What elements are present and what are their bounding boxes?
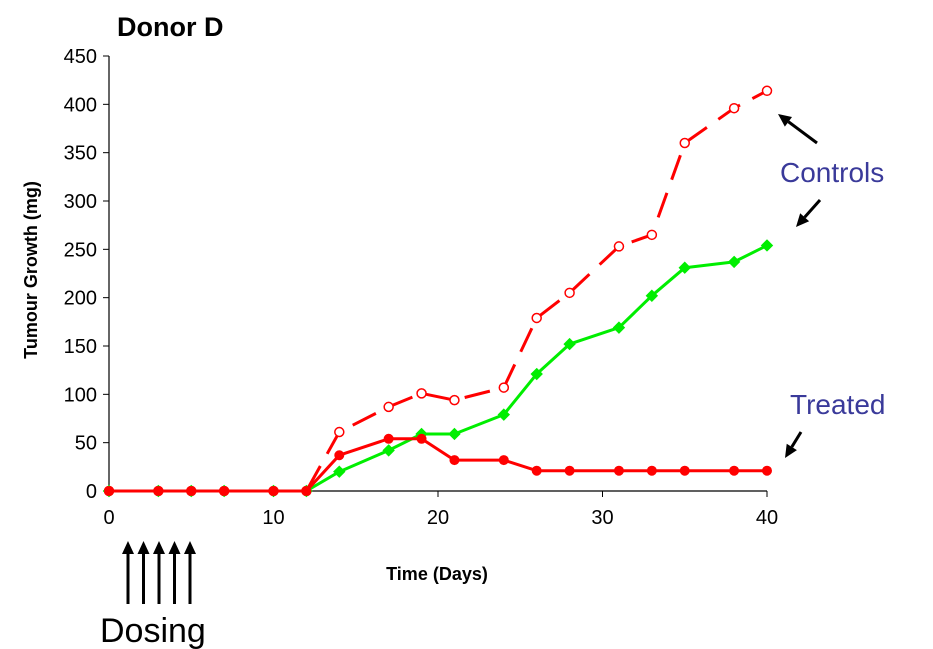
series-2-point xyxy=(448,427,461,441)
series-2-point xyxy=(645,289,659,302)
series-3-point xyxy=(679,465,690,476)
series-2-point xyxy=(563,337,576,351)
y-tick-label: 350 xyxy=(64,143,97,165)
dosing-arrow-head xyxy=(184,541,196,554)
series-2-line xyxy=(109,244,768,493)
series-1-point xyxy=(761,85,773,97)
series-2-point xyxy=(382,444,395,457)
series-1-point xyxy=(383,401,394,413)
dosing-arrow xyxy=(153,541,165,604)
dosing-arrow-head xyxy=(168,541,181,554)
series-2-point xyxy=(497,408,511,421)
controls-lower-arrow-shaft xyxy=(803,199,822,219)
series-2-point xyxy=(612,321,626,334)
series-3-point xyxy=(613,465,624,476)
treated-arrow-head xyxy=(785,443,797,458)
y-tick-label: 450 xyxy=(64,46,97,68)
series-3-point xyxy=(564,465,575,476)
series-2-point xyxy=(727,255,741,269)
x-tick-label: 40 xyxy=(756,507,778,529)
y-tick-label: 0 xyxy=(86,481,97,503)
x-tick-label: 30 xyxy=(591,507,613,529)
series-2-point xyxy=(333,465,346,478)
y-tick-label: 200 xyxy=(64,288,97,310)
y-tick-label: 250 xyxy=(64,239,97,261)
series-1-point xyxy=(564,287,575,299)
series-2-point xyxy=(760,239,774,252)
series-3-point xyxy=(646,465,657,476)
series-3-point xyxy=(219,486,230,496)
series-2-point xyxy=(678,261,691,274)
series-1-point xyxy=(449,394,460,406)
series-3-point xyxy=(531,465,542,476)
series-3-point xyxy=(153,486,164,496)
series-2-point xyxy=(530,367,543,381)
controls-annotation: Controls xyxy=(780,157,884,188)
series-3-point xyxy=(383,433,394,444)
series-3-point xyxy=(729,465,740,476)
series-3-point xyxy=(334,450,345,461)
dosing-arrow xyxy=(168,541,181,604)
series-3-point xyxy=(104,486,114,496)
x-tick-label: 20 xyxy=(427,507,449,529)
x-axis-label: Time (Days) xyxy=(386,564,488,584)
y-tick-label: 50 xyxy=(75,433,97,455)
axes: 0 50 100 150 200 250 300 350 400 450 0 10 20 30 40 xyxy=(64,46,779,529)
y-tick-label: 150 xyxy=(64,336,97,358)
series-1-point xyxy=(334,426,345,438)
treated-arrow-shaft xyxy=(790,431,803,448)
series-3-point xyxy=(449,455,460,466)
x-tick-label: 10 xyxy=(262,507,284,529)
series-1-point xyxy=(728,102,740,114)
treated-arrow xyxy=(785,431,803,458)
chart-title: Donor D xyxy=(117,12,223,42)
controls-upper-arrow xyxy=(778,114,818,145)
controls-upper-arrow-head xyxy=(778,114,793,127)
series-1-line xyxy=(109,89,768,493)
dosing-arrow xyxy=(137,541,150,604)
series-1-point xyxy=(613,241,625,252)
series-layer xyxy=(102,85,774,498)
series-3-point xyxy=(301,486,312,496)
series-3-point xyxy=(268,486,279,496)
y-tick-label: 300 xyxy=(64,191,97,213)
y-tick-label: 100 xyxy=(64,384,97,406)
series-3-point xyxy=(186,486,197,496)
series-1-point xyxy=(679,137,690,149)
y-axis-label: Tumour Growth (mg) xyxy=(21,181,41,359)
treated-annotation: Treated xyxy=(790,389,885,420)
dosing-arrow-head xyxy=(153,541,165,554)
series-1-point xyxy=(498,382,510,393)
controls-upper-arrow-shaft xyxy=(787,120,818,145)
annotation-layer: Controls Treated Dosing xyxy=(100,114,885,649)
dosing-arrow xyxy=(122,541,134,604)
series-3-point xyxy=(498,455,509,466)
controls-lower-arrow xyxy=(796,199,822,227)
dosing-arrow-head xyxy=(122,541,134,554)
series-3-point xyxy=(762,465,772,476)
dosing-arrow xyxy=(184,541,196,604)
series-3-point xyxy=(416,433,427,444)
dosing-annotation: Dosing xyxy=(100,612,206,649)
series-1-point xyxy=(531,312,542,324)
x-tick-label: 0 xyxy=(103,507,114,529)
series-1-point xyxy=(646,229,658,241)
series-1-point xyxy=(416,388,427,399)
controls-lower-arrow-head xyxy=(796,213,810,227)
series-3-line xyxy=(109,437,767,493)
y-tick-label: 400 xyxy=(64,94,97,116)
dosing-arrow-head xyxy=(137,541,150,554)
